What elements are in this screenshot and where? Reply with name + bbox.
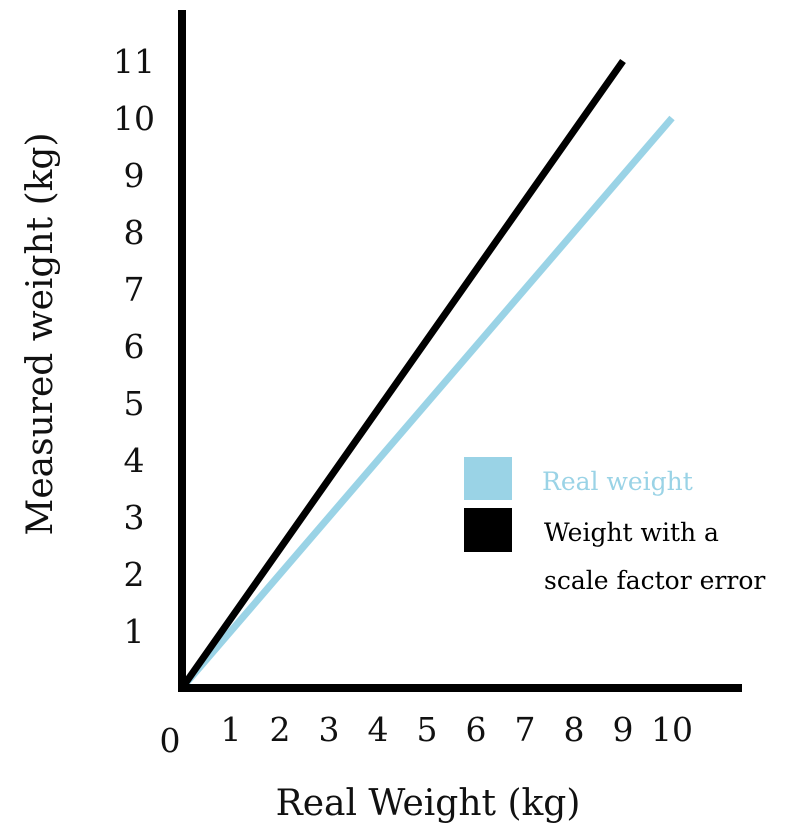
x-tick-label-4: 4 [368,710,389,749]
y-tick-labels: 1 2 3 4 5 6 7 8 9 10 11 [113,42,155,651]
y-tick-label-1: 1 [124,612,145,651]
y-tick-label-2: 2 [124,555,145,594]
y-tick-label-6: 6 [124,327,145,366]
x-tick-label-1: 1 [221,710,242,749]
x-tick-labels: 1 2 3 4 5 6 7 8 9 10 [221,710,694,749]
y-tick-label-9: 9 [124,156,145,195]
x-tick-label-8: 8 [564,710,585,749]
legend: Real weight Weight with a scale factor e… [464,457,765,595]
x-tick-label-2: 2 [270,710,291,749]
series-line-real-weight [179,115,675,691]
y-tick-label-3: 3 [124,498,145,537]
legend-swatch-scale-error [464,508,512,552]
legend-label-scale-error-line-2: scale factor error [544,566,765,595]
y-tick-label-11: 11 [113,42,155,81]
y-tick-label-7: 7 [124,270,145,309]
series-line-scale-error [179,58,626,691]
legend-swatch-real-weight [464,457,512,500]
origin-label: 0 [160,721,181,760]
x-tick-label-7: 7 [515,710,536,749]
x-tick-label-6: 6 [466,710,487,749]
y-tick-label-5: 5 [124,384,145,423]
series-layer [179,58,675,691]
x-tick-label-5: 5 [417,710,438,749]
x-tick-label-10: 10 [651,710,693,749]
y-tick-label-10: 10 [113,99,155,138]
legend-label-scale-error-line-1: Weight with a [544,518,719,547]
y-tick-label-8: 8 [124,213,145,252]
y-axis-title: Measured weight (kg) [20,132,61,535]
legend-label-scale-error: Weight with a scale factor error [544,518,765,595]
y-tick-label-4: 4 [124,441,145,480]
legend-label-real-weight: Real weight [542,467,693,496]
x-tick-label-3: 3 [319,710,340,749]
x-axis-title: Real Weight (kg) [276,783,581,824]
x-tick-label-9: 9 [613,710,634,749]
